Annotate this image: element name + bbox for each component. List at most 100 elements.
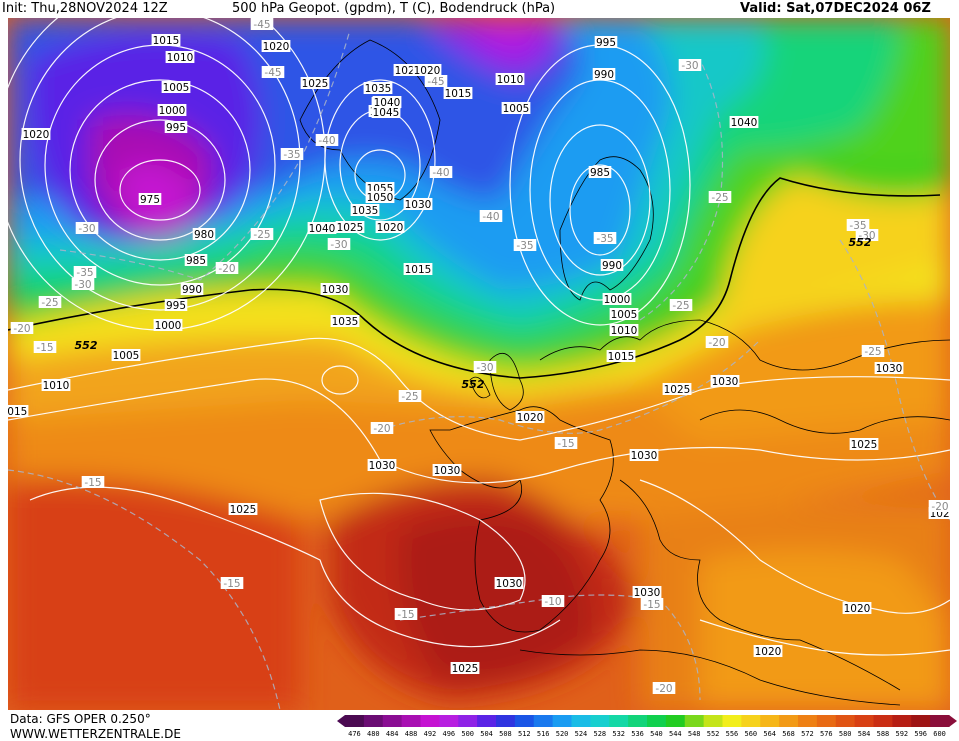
isobar-label: 1000 bbox=[155, 320, 182, 332]
isobar-label: 1025 bbox=[664, 384, 691, 396]
data-source: Data: GFS OPER 0.250° bbox=[10, 712, 151, 726]
legend-swatch bbox=[609, 715, 629, 727]
legend-swatch bbox=[684, 715, 705, 727]
isobar-label-box bbox=[495, 73, 525, 85]
legend-swatch bbox=[798, 715, 818, 727]
legend-tick-label: 540 bbox=[650, 730, 663, 738]
isobar-label: 1005 bbox=[163, 82, 190, 94]
legend-arrow-right bbox=[949, 715, 957, 727]
isobar-label: 1030 bbox=[876, 363, 903, 375]
temperature-label: -40 bbox=[482, 211, 499, 223]
isobar-label: 1000 bbox=[159, 105, 186, 117]
legend-tick-label: 588 bbox=[876, 730, 890, 738]
height-552-label: 552 bbox=[462, 378, 485, 391]
temperature-label: -25 bbox=[253, 229, 270, 241]
map-title: 500 hPa Geopot. (gpdm), T (C), Bodendruc… bbox=[232, 1, 556, 16]
temperature-label: -35 bbox=[516, 240, 533, 252]
isobar-label-box bbox=[192, 228, 216, 240]
temperature-label: -30 bbox=[74, 279, 91, 291]
isobar-label-box bbox=[350, 204, 380, 216]
isobar-label: 1020 bbox=[263, 41, 290, 53]
legend-swatch bbox=[741, 715, 761, 727]
temperature-label-box bbox=[315, 134, 339, 146]
isobar-label: 1010 bbox=[497, 74, 524, 86]
legend-arrow-left bbox=[337, 715, 345, 727]
isobar-label-box bbox=[157, 104, 187, 116]
legend-tick-label: 500 bbox=[461, 730, 475, 738]
isobar-label: 1040 bbox=[731, 117, 758, 129]
isobar-label-box bbox=[138, 193, 162, 205]
isobar-label-box bbox=[432, 464, 462, 476]
temperature-label: -15 bbox=[643, 599, 660, 611]
temperature-label: -25 bbox=[672, 300, 689, 312]
isobar-label: 1025 bbox=[302, 78, 329, 90]
isobar-label-box bbox=[602, 293, 632, 305]
height-552-label: 552 bbox=[75, 339, 98, 352]
temperature-label: -20 bbox=[13, 323, 30, 335]
weather-map-svg: 1015 1010 1005 1000 995 975 980 985 990 995 1000 10… bbox=[8, 18, 950, 710]
isobar-label-box bbox=[261, 40, 291, 52]
legend-swatch bbox=[401, 715, 421, 727]
isobar-label: 1030 bbox=[631, 450, 658, 462]
isobar-label: 980 bbox=[194, 229, 214, 241]
isobar-label-box bbox=[330, 315, 360, 327]
contour-552 bbox=[8, 177, 941, 379]
temperature-label-box bbox=[708, 191, 732, 203]
height-552-labels: 552 552 552 bbox=[75, 236, 872, 391]
isobar-label: 1015 bbox=[405, 264, 432, 276]
isobar-label-box bbox=[729, 116, 759, 128]
isobar-label-box bbox=[588, 166, 612, 178]
isobar-label-box bbox=[363, 82, 393, 94]
legend-swatch bbox=[665, 715, 686, 727]
temperature-label-box bbox=[215, 262, 239, 274]
legend-tick-label: 520 bbox=[555, 730, 569, 738]
isobar-label-box bbox=[41, 379, 71, 391]
color-legend: 476 480 484 488 492 496 500 504 508 512 516 520 524 5… bbox=[337, 712, 957, 740]
isobar-label-box bbox=[710, 375, 740, 387]
isobar-label: 1005 bbox=[503, 103, 530, 115]
isobar-label: 1010 bbox=[167, 52, 194, 64]
isobar-label-box bbox=[335, 221, 365, 233]
isobar-label-box bbox=[849, 438, 879, 450]
legend-tick-label: 492 bbox=[423, 730, 437, 738]
isobar-label: 1010 bbox=[43, 380, 70, 392]
legend-swatch bbox=[477, 715, 497, 727]
isobar-label: 1045 bbox=[373, 107, 400, 119]
temperature-label: -45 bbox=[427, 76, 444, 88]
legend-tick-label: 544 bbox=[668, 730, 682, 738]
temperature-label-box bbox=[250, 18, 274, 30]
temperature-label: -30 bbox=[858, 230, 875, 242]
legend-swatch bbox=[382, 715, 403, 727]
isobar-label-box bbox=[629, 449, 659, 461]
temperature-label-box bbox=[10, 322, 34, 334]
temperature-label-box bbox=[429, 166, 453, 178]
website-url[interactable]: WWW.WETTERZENTRALE.DE bbox=[10, 727, 181, 741]
temperature-label-box bbox=[541, 595, 565, 607]
temperature-label: -45 bbox=[264, 67, 281, 79]
legend-swatch bbox=[571, 715, 591, 727]
isobar-label-box bbox=[21, 128, 51, 140]
isobar-label: 1030 bbox=[496, 578, 523, 590]
legend-swatch bbox=[458, 715, 478, 727]
isobar-label: 985 bbox=[590, 167, 610, 179]
isobar-label: 990 bbox=[602, 260, 622, 272]
temperature-label-box bbox=[398, 390, 422, 402]
legend-tick-label: 508 bbox=[499, 730, 512, 738]
legend-swatch bbox=[628, 715, 648, 727]
temperature-label-box bbox=[678, 59, 702, 71]
isobar-label: 995 bbox=[596, 37, 616, 49]
isobar-label-box bbox=[300, 77, 330, 89]
isobar-labels: 1015 1010 1005 1000 995 975 980 985 990 995 1000 10… bbox=[8, 34, 950, 675]
legend-ticks: 476 480 484 488 492 496 500 504 508 512 516 520 524 5… bbox=[345, 730, 957, 740]
legend-swatch bbox=[420, 715, 440, 727]
isobar-label: 1005 bbox=[611, 309, 638, 321]
isobar-label-box bbox=[403, 198, 433, 210]
legend-swatch bbox=[873, 715, 893, 727]
isobar-label: 1025 bbox=[452, 663, 479, 675]
legend-swatch bbox=[533, 715, 554, 727]
isobar-label-box bbox=[151, 34, 181, 46]
legend-tick-label: 532 bbox=[612, 730, 626, 738]
legend-swatch bbox=[345, 715, 365, 727]
legend-tick-label: 524 bbox=[574, 730, 588, 738]
isobar-label-box bbox=[372, 96, 402, 108]
